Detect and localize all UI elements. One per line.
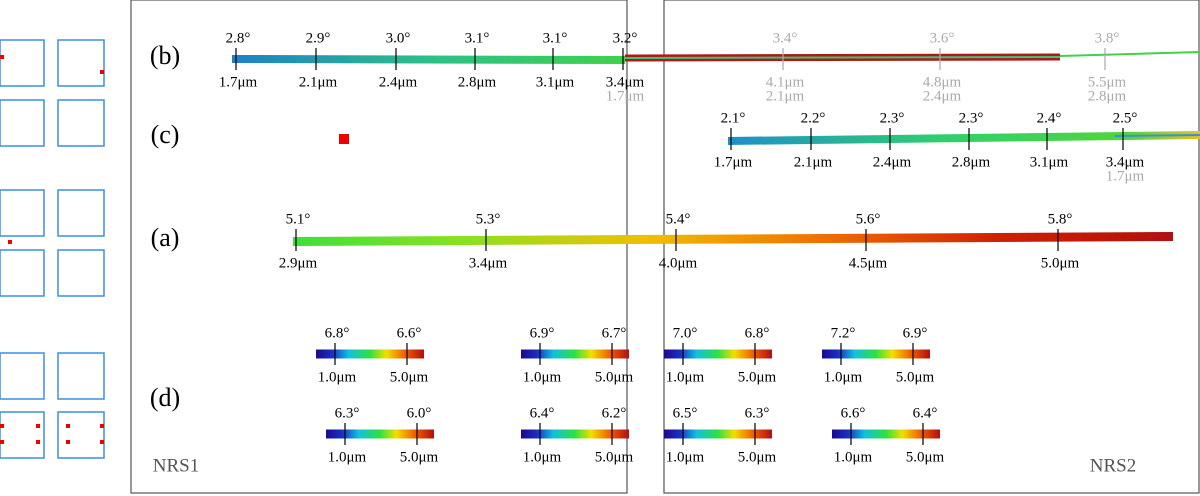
wavelength-label: 5.0μm [400,449,439,465]
wavelength-label: 5.0μm [738,449,777,465]
wavelength-label: 3.1μm [1030,154,1069,170]
wavelength-label-2: 2.4μm [923,88,962,104]
angle-label: 5.8° [1048,211,1073,227]
wavelength-label: 1.0μm [666,449,705,465]
wavelength-label-2: 1.7μm [606,88,645,104]
angle-label: 6.8° [745,325,770,341]
detector-nrs2 [663,0,1200,494]
wavelength-label: 3.1μm [536,74,575,90]
wavelength-label: 3.4μm [1106,154,1145,170]
angle-label: 6.0° [407,405,432,421]
angle-label: 2.5° [1113,110,1138,126]
angle-label: 6.6° [841,405,866,421]
angle-label: 6.9° [530,325,555,341]
detector-label: NRS2 [1090,455,1136,476]
angle-label: 3.4° [773,30,798,46]
wavelength-label-2: 1.7μm [1106,168,1145,184]
spectrum-bar [521,349,629,359]
angle-label: 2.1° [721,110,746,126]
angle-label: 6.9° [903,325,928,341]
slit-icons [0,39,105,459]
angle-label: 6.5° [673,405,698,421]
wavelength-label: 4.8μm [923,74,962,90]
angle-label: 2.9° [306,30,331,46]
wavelength-label: 3.4μm [469,255,508,271]
angle-label: 2.3° [959,110,984,126]
angle-label: 7.0° [673,325,698,341]
angle-label: 3.1° [543,30,568,46]
angle-label: 3.8° [1095,30,1120,46]
angle-label: 2.3° [880,110,905,126]
angle-label: 3.2° [613,30,638,46]
wavelength-label: 5.0μm [906,449,945,465]
spectra-bars [232,51,1200,246]
wavelength-label-2: 2.8μm [1088,88,1127,104]
wavelength-label: 1.0μm [824,369,863,385]
spectrum-bar [832,429,940,439]
wavelength-label: 1.0μm [328,449,367,465]
angle-label: 6.6° [397,325,422,341]
angle-label: 5.3° [476,211,501,227]
wavelength-label: 1.0μm [666,369,705,385]
angle-label: 6.2° [602,405,627,421]
panel-label: (c) [151,120,180,149]
angle-label: 3.6° [930,30,955,46]
wavelength-label: 1.7μm [219,74,258,90]
angle-label: 3.1° [465,30,490,46]
spectrum-bar [664,429,772,439]
spectrum-bar [822,349,930,359]
panel-label: (d) [150,383,180,412]
wavelength-label: 3.4μm [606,74,645,90]
wavelength-label: 1.0μm [318,369,357,385]
wavelength-label: 5.5μm [1088,74,1127,90]
wavelength-label: 5.0μm [390,369,429,385]
wavelength-label-2: 2.1μm [766,88,805,104]
spectrum-bar [316,349,424,359]
angle-label: 6.4° [913,405,938,421]
wavelength-label: 1.0μm [834,449,873,465]
spectrum-bar [664,349,772,359]
wavelength-label: 2.4μm [873,154,912,170]
spectrum-bar [521,429,629,439]
wavelength-label: 1.0μm [523,449,562,465]
wavelength-label: 1.7μm [714,154,753,170]
panel-label: (b) [150,41,180,70]
angle-label: 3.0° [386,30,411,46]
wavelength-label: 5.0μm [595,449,634,465]
angle-label: 2.8° [226,30,251,46]
wavelength-label: 2.4μm [379,74,418,90]
wavelength-label: 2.8μm [458,74,497,90]
detector-label: NRS1 [153,455,199,476]
angle-label: 5.1° [286,211,311,227]
wavelength-label: 5.0μm [896,369,935,385]
angle-label: 2.4° [1037,110,1062,126]
slit-dots [0,55,349,444]
wavelength-label: 2.8μm [952,154,991,170]
wavelength-label: 1.0μm [523,369,562,385]
angle-label: 5.4° [666,211,691,227]
panel-label: (a) [151,223,180,252]
wavelength-label: 5.0μm [738,369,777,385]
angle-label: 6.3° [745,405,770,421]
angle-label: 6.8° [325,325,350,341]
wavelength-label: 4.5μm [849,255,888,271]
angle-label: 2.2° [801,110,826,126]
wavelength-label: 4.1μm [766,74,805,90]
angle-label: 6.7° [602,325,627,341]
detector-nrs1 [130,0,628,494]
wavelength-label: 4.0μm [659,255,698,271]
angle-label: 7.2° [831,325,856,341]
wavelength-label: 2.9μm [279,255,318,271]
angle-label: 6.3° [335,405,360,421]
angle-label: 6.4° [530,405,555,421]
spectrum-bar [326,429,434,439]
angle-label: 5.6° [856,211,881,227]
wavelength-label: 2.1μm [794,154,833,170]
wavelength-label: 5.0μm [595,369,634,385]
wavelength-label: 5.0μm [1041,255,1080,271]
wavelength-label: 2.1μm [299,74,338,90]
